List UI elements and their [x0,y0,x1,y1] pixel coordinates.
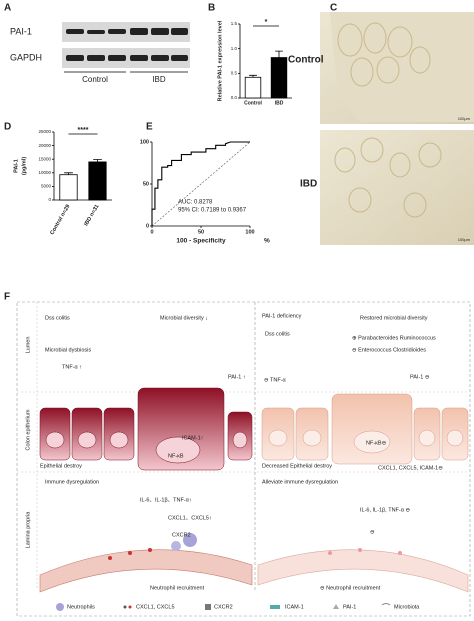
panel-label: B [208,3,215,14]
panel-label: D [4,122,11,133]
bar [270,57,288,99]
y-axis-label: Relative PAI-1 expression level [217,20,223,101]
legend-label: CXCR2 [214,604,233,610]
annotation: NF-κB [168,453,184,459]
error-bar [64,172,73,175]
x-axis-label: 100 - Specificity [176,238,226,245]
group-label: IBD [152,75,166,84]
y-tick-label: 1.0 [231,46,238,51]
x-tick-label: IBD [275,100,284,106]
annotation: Restored microbial diversity [360,315,428,321]
x-tick-label: 100 [245,229,254,235]
schematic-frame [16,301,471,617]
epithelium-left [39,387,253,471]
annotation: CXCL1、CXCL5↑ [168,515,212,521]
y-tick-label: 5000 [41,184,52,189]
annotation: ⊖ [370,529,375,535]
bar [244,76,262,99]
y-tick-label: 0.5 [231,71,238,76]
x-tick-label: 50 [198,229,204,235]
annotation: IL-6, IL-1β, TNF-α ⊖ [360,507,410,513]
panel-label: E [146,122,153,133]
y-tick-label: 0.0 [231,95,238,100]
annotation: PAI-1 ⊖ [410,374,430,380]
blot-row-label: GAPDH [10,52,42,62]
annotation: IL-6、IL-1β、TNF-α↑ [140,497,192,503]
bar [88,161,107,201]
group-label: Control [288,55,324,66]
y-tick-label: 20000 [38,143,51,148]
annotation: Immune dysregulation [45,479,99,485]
blood-vessel [39,533,469,593]
y-tick-label: 50 [143,181,149,187]
scale-bar-label: 100μm [458,237,471,242]
scale-bar-label: 100μm [458,116,471,121]
reference-line [151,141,251,227]
legend-label: PAI-1 [343,604,356,610]
annotation: ⊖ Neutrophil recruitment [320,585,381,591]
annotation: Microbial diversity ↓ [160,315,208,321]
annotation: Microbial dysbiosis [45,347,91,353]
significance-label: **** [78,127,89,134]
annotation: Dss colitis [265,331,290,337]
annotation: ⊖ Enterococcus Clostridioides [352,347,426,353]
error-bar [93,159,102,162]
annotation: Neutrophil recruitment [150,585,205,591]
annotation: Decreased Epithelial destroy [262,463,332,469]
annotation: Dss colitis [45,315,70,321]
epithelium-right [261,393,469,465]
y-axis-label: (pg/ml) [21,157,27,175]
error-bar [249,74,257,78]
annotation: PAI-1 deficiency [262,313,302,319]
annotation: TNF-α ↑ [62,364,82,370]
annotation: AUC: 0.8278 [178,200,213,206]
annotation: ⊕ Parabacteroides Ruminococcus [352,335,436,341]
group-label: IBD [300,179,317,190]
zone-label: Lumen [25,337,31,354]
annotation: NF-κB⊖ [366,440,387,446]
y-tick-label: 25000 [38,129,51,134]
histology-image [320,130,474,245]
annotation: Epithelial destroy [40,463,82,469]
y-tick-label: 0 [48,197,51,202]
blot-row-label: PAI-1 [10,26,32,36]
y-tick-label: 15000 [38,156,51,161]
x-tick-label: 0 [150,229,153,235]
annotation: CXCR2 [172,532,191,538]
legend-label: Microbiota [394,604,420,610]
annotation: ⊖ TNF-α [264,377,287,383]
x-tick-label: Control [244,100,262,106]
panel-label: A [4,3,11,14]
x-axis-unit: % [264,238,270,245]
x-tick-label: Control n=29 [49,204,71,236]
significance-label: * [265,19,268,26]
legend-label: CXCL1, CXCL5 [136,604,175,610]
legend-icons [56,603,391,611]
panel-label: C [330,3,337,14]
legend-label: ICAM-1 [285,604,304,610]
annotation: Alleviate immune dysregulation [262,479,338,485]
bar [59,174,78,201]
histology-image [320,12,474,124]
annotation: CXCL1, CXCL5, ICAM-1⊖ [378,465,443,471]
zone-label: Lamina propria [25,511,31,549]
error-bar [275,50,283,58]
annotation: ICAM-1↑ [182,435,204,441]
y-axis-label: PAI-1 [13,159,19,173]
x-tick-label: IBD n=31 [83,204,100,228]
y-tick-label: 0 [146,223,149,229]
y-tick-label: 10000 [38,170,51,175]
zone-label: Colon epithelium [25,409,31,450]
roc-curve [151,141,250,226]
annotation: PAI-1 ↑ [228,374,246,380]
y-tick-label: 1.5 [231,21,238,26]
panel-label: F [4,292,10,303]
legend-label: Neutrophils [67,604,95,610]
blot-bands [66,28,188,61]
annotation: 95% CI: 0.7189 to 0.9367 [178,208,247,214]
y-tick-label: 100 [140,139,149,145]
group-label: Control [82,75,108,84]
